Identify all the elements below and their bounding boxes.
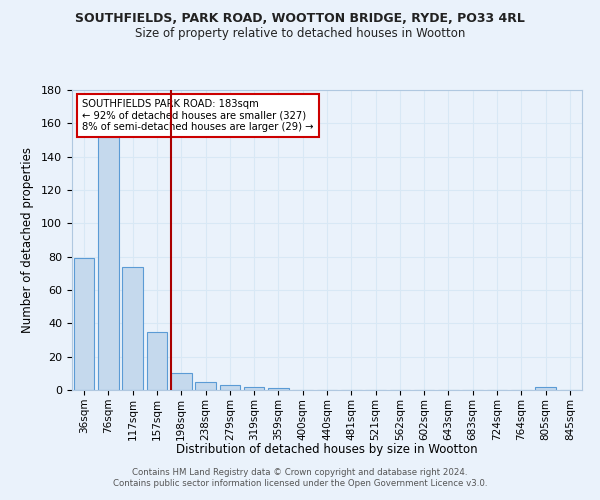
Text: Distribution of detached houses by size in Wootton: Distribution of detached houses by size … <box>176 442 478 456</box>
Bar <box>268 388 289 390</box>
Bar <box>74 258 94 390</box>
Y-axis label: Number of detached properties: Number of detached properties <box>21 147 34 333</box>
Bar <box>220 385 240 390</box>
Text: Contains HM Land Registry data © Crown copyright and database right 2024.
Contai: Contains HM Land Registry data © Crown c… <box>113 468 487 487</box>
Text: Size of property relative to detached houses in Wootton: Size of property relative to detached ho… <box>135 28 465 40</box>
Bar <box>146 332 167 390</box>
Bar <box>535 386 556 390</box>
Bar <box>98 136 119 390</box>
Text: SOUTHFIELDS, PARK ROAD, WOOTTON BRIDGE, RYDE, PO33 4RL: SOUTHFIELDS, PARK ROAD, WOOTTON BRIDGE, … <box>75 12 525 26</box>
Bar <box>244 386 265 390</box>
Bar <box>171 374 191 390</box>
Bar <box>122 266 143 390</box>
Text: SOUTHFIELDS PARK ROAD: 183sqm
← 92% of detached houses are smaller (327)
8% of s: SOUTHFIELDS PARK ROAD: 183sqm ← 92% of d… <box>82 99 314 132</box>
Bar <box>195 382 216 390</box>
